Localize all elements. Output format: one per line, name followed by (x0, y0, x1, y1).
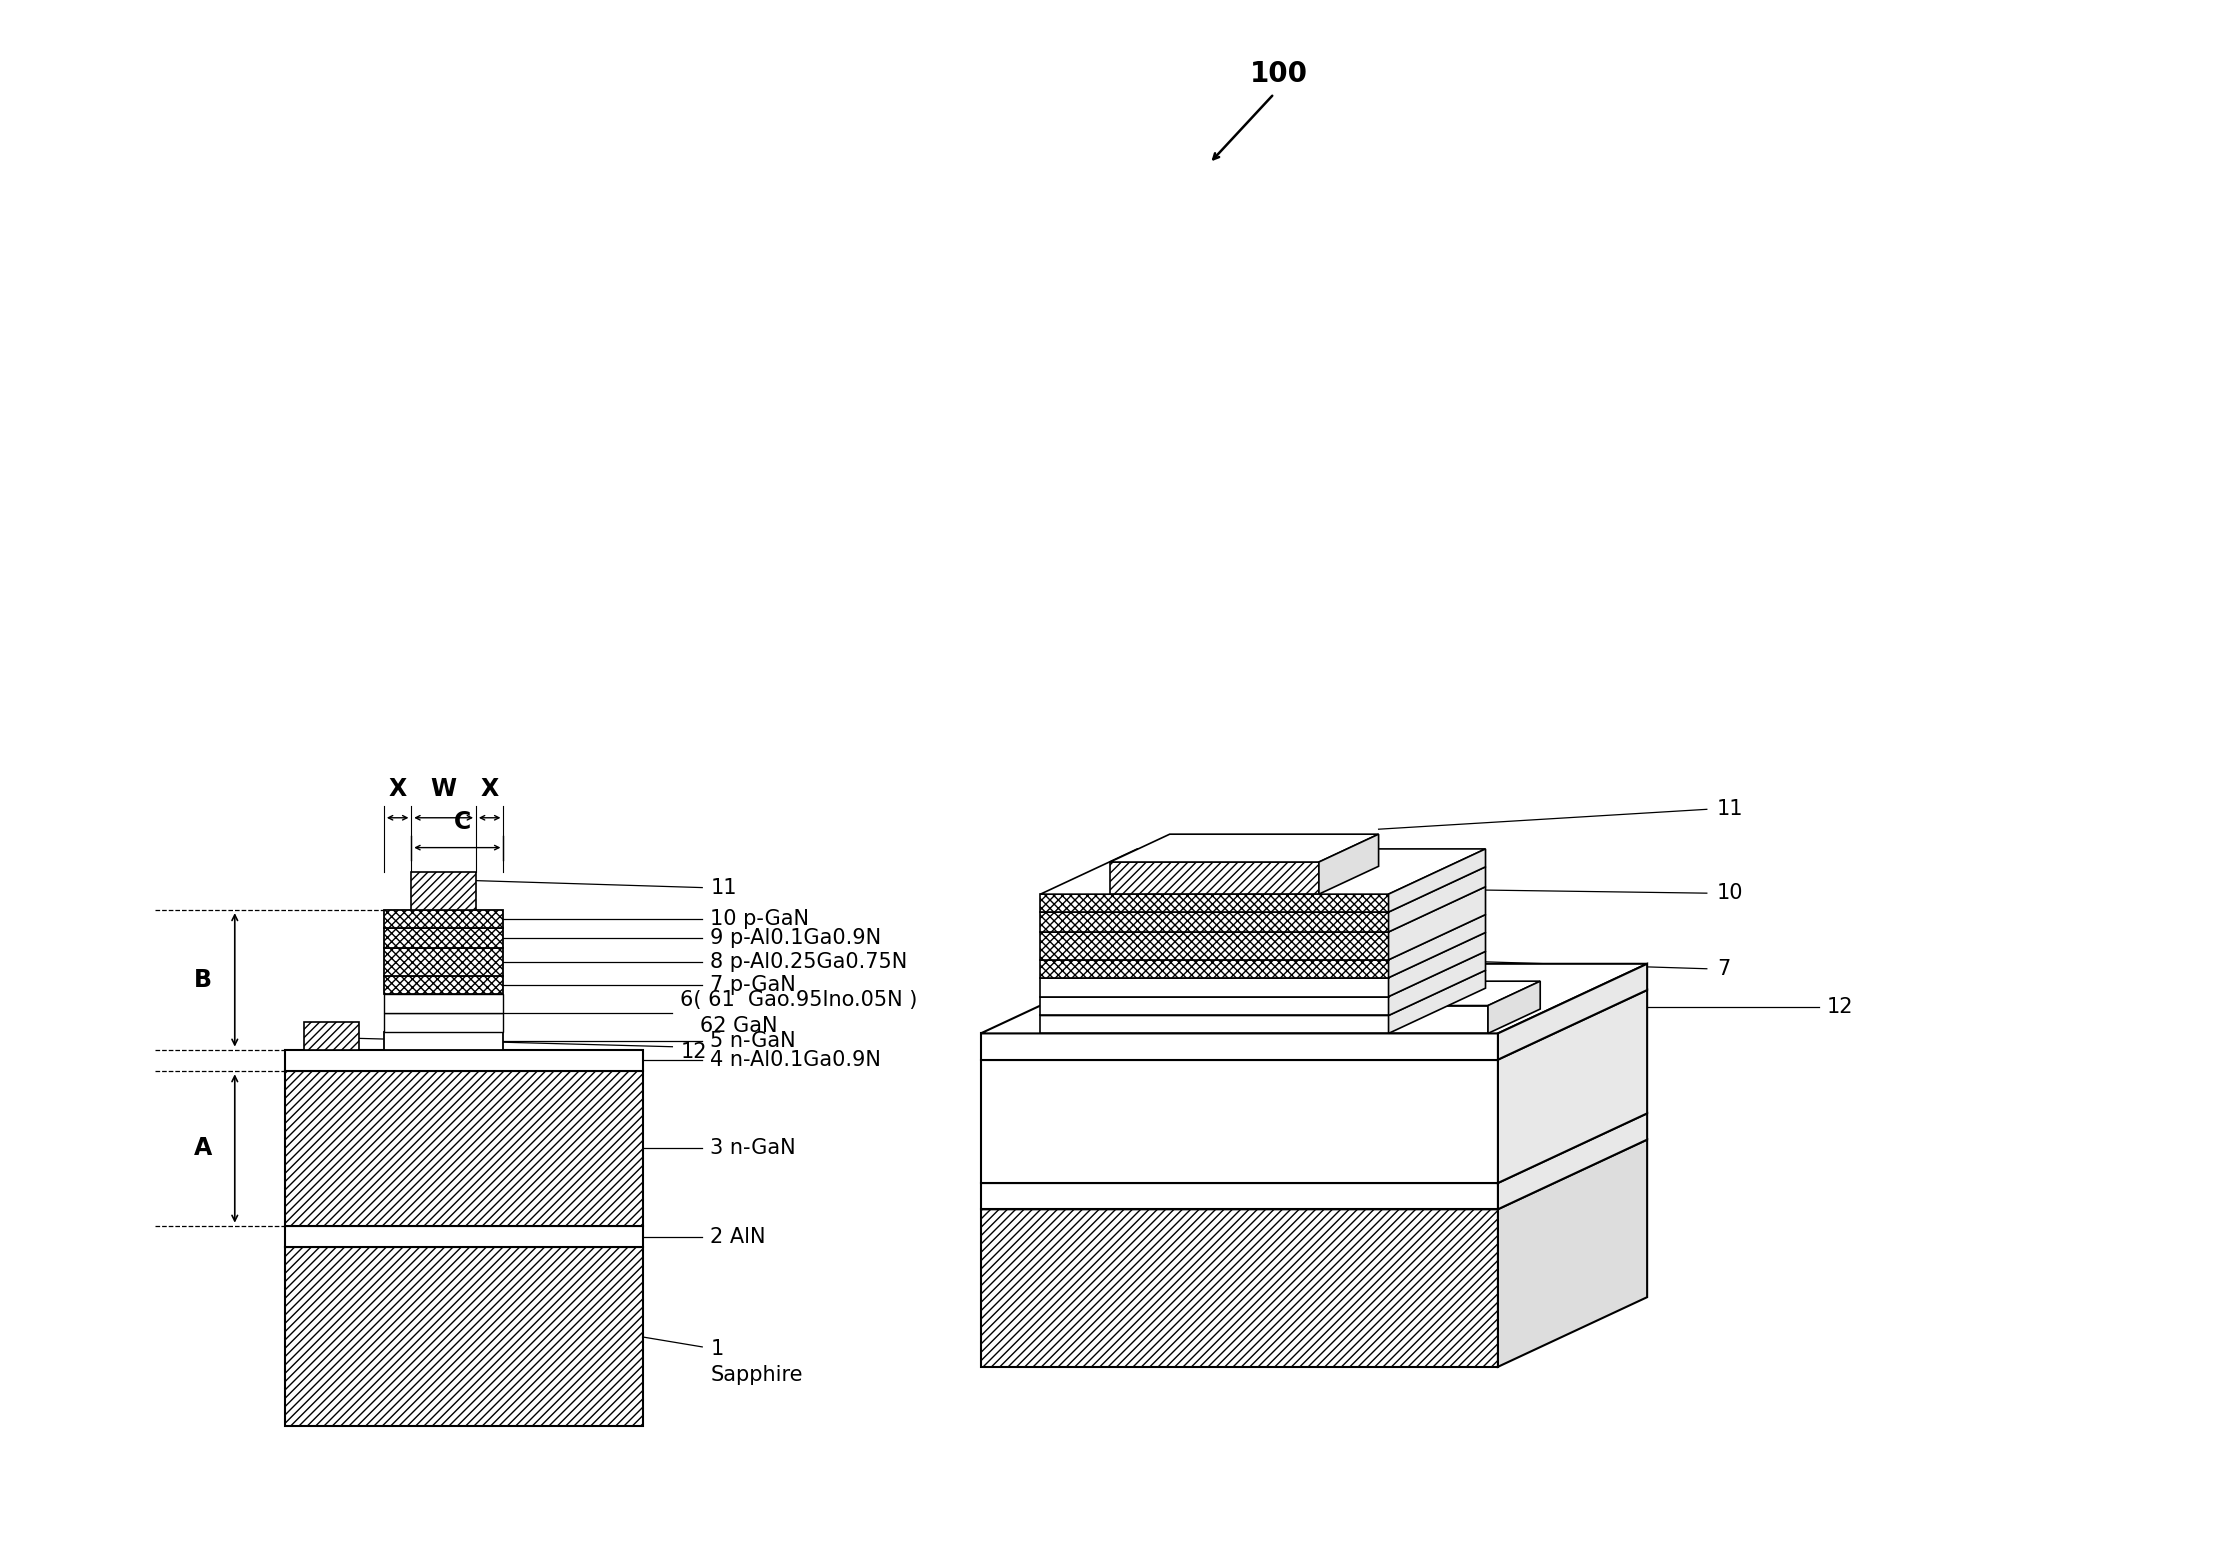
Polygon shape (982, 1060, 1498, 1183)
Polygon shape (1498, 990, 1648, 1183)
Polygon shape (1040, 887, 1485, 932)
Polygon shape (1389, 1006, 1487, 1034)
Polygon shape (1040, 970, 1485, 1015)
Polygon shape (1389, 933, 1485, 997)
Bar (284, 1248, 642, 1426)
Polygon shape (1040, 933, 1485, 978)
Text: W: W (432, 777, 456, 801)
Polygon shape (1040, 959, 1389, 978)
Text: 12: 12 (1827, 997, 1854, 1017)
Text: 4 n-Al0.1Ga0.9N: 4 n-Al0.1Ga0.9N (711, 1051, 881, 1071)
Text: A: A (195, 1136, 212, 1161)
Text: 5 n-GaN: 5 n-GaN (711, 1031, 796, 1051)
Text: 1: 1 (711, 1339, 724, 1359)
Polygon shape (1109, 834, 1380, 862)
Polygon shape (1498, 1113, 1648, 1209)
Polygon shape (982, 1113, 1648, 1183)
Text: B: B (195, 967, 212, 992)
Text: 11: 11 (711, 877, 736, 897)
Polygon shape (1389, 952, 1485, 1015)
Bar (385, 910, 503, 928)
Polygon shape (1487, 981, 1541, 1034)
Text: 6( 61  Gao.95Ino.05N ): 6( 61 Gao.95Ino.05N ) (680, 990, 917, 1009)
Polygon shape (1319, 834, 1380, 894)
Polygon shape (1040, 911, 1389, 932)
Text: 100: 100 (1250, 60, 1308, 88)
Polygon shape (1389, 887, 1485, 959)
Polygon shape (982, 1034, 1498, 1060)
Text: 10: 10 (1717, 883, 1744, 904)
Polygon shape (1389, 849, 1485, 911)
Bar (385, 949, 503, 976)
Text: Sapphire: Sapphire (711, 1364, 803, 1384)
Polygon shape (1498, 964, 1648, 1060)
Text: C: C (454, 809, 472, 834)
Text: X: X (481, 777, 499, 801)
Polygon shape (982, 1209, 1498, 1367)
Text: 7 p-GaN: 7 p-GaN (711, 975, 796, 995)
Polygon shape (1389, 970, 1485, 1034)
Polygon shape (1040, 1015, 1389, 1034)
Bar (284, 1049, 642, 1071)
Text: 7: 7 (1717, 959, 1731, 978)
Bar (284, 1071, 642, 1226)
Text: X: X (389, 777, 407, 801)
Polygon shape (1389, 981, 1541, 1006)
Polygon shape (1498, 1139, 1648, 1367)
Polygon shape (1040, 894, 1389, 911)
Polygon shape (1040, 952, 1485, 997)
Polygon shape (982, 964, 1648, 1034)
Text: 10 p-GaN: 10 p-GaN (711, 910, 809, 928)
Bar (284, 1226, 642, 1248)
Bar (385, 1012, 503, 1032)
Bar (411, 873, 476, 910)
Polygon shape (1040, 932, 1389, 959)
Polygon shape (1040, 914, 1485, 959)
Polygon shape (982, 1139, 1648, 1209)
Text: 8 p-Al0.25Ga0.75N: 8 p-Al0.25Ga0.75N (711, 952, 908, 972)
Polygon shape (982, 1183, 1498, 1209)
Text: 9 p-Al0.1Ga0.9N: 9 p-Al0.1Ga0.9N (711, 928, 881, 949)
Bar (304, 1021, 360, 1049)
Polygon shape (1040, 866, 1485, 911)
Text: 12: 12 (680, 1042, 707, 1062)
Text: 2 AlN: 2 AlN (711, 1226, 765, 1246)
Polygon shape (982, 990, 1648, 1060)
Polygon shape (1040, 849, 1485, 894)
Polygon shape (1040, 978, 1389, 997)
Polygon shape (1389, 866, 1485, 932)
Bar (385, 994, 503, 1012)
Text: 62 GaN: 62 GaN (680, 1015, 778, 1035)
Text: 11: 11 (1717, 800, 1744, 820)
Bar (385, 1032, 503, 1049)
Polygon shape (1109, 862, 1319, 894)
Text: 3 n-GaN: 3 n-GaN (711, 1139, 796, 1158)
Polygon shape (1389, 914, 1485, 978)
Polygon shape (1040, 997, 1389, 1015)
Bar (385, 976, 503, 994)
Bar (385, 928, 503, 949)
